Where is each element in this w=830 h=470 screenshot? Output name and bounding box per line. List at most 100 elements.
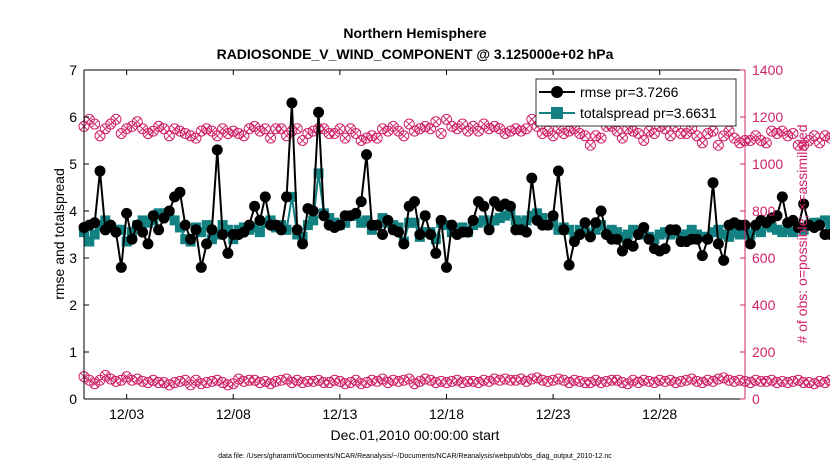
- obs-circle: [131, 373, 143, 385]
- obs-cross-b: [581, 131, 589, 140]
- rmse-point: [579, 217, 591, 229]
- spread-point: [254, 227, 265, 238]
- obs-cross-b: [815, 138, 824, 147]
- obs-cross-b: [261, 377, 270, 386]
- spread-point: [196, 227, 207, 238]
- spread-point: [734, 229, 745, 240]
- spread-point: [510, 215, 521, 226]
- obs-cross-b: [767, 127, 776, 135]
- rmse-point: [206, 224, 218, 236]
- y-left-tick-label: 6: [69, 109, 77, 125]
- obs-circle: [595, 132, 607, 144]
- obs-cross-b: [154, 122, 163, 131]
- obs-circle: [616, 132, 628, 144]
- spread-point: [798, 224, 809, 235]
- obs-circle: [185, 130, 197, 142]
- rmse-point: [462, 226, 474, 238]
- obs-cross-b: [703, 129, 712, 138]
- obs-cross-b: [378, 124, 387, 133]
- rmse-point: [297, 238, 309, 250]
- axes-layer: 12/03 12/08 12/13 12/18 12/23 12/28 0 1 2 3 4 5 6 7 0 2…: [69, 62, 783, 422]
- obs-cross-b: [453, 376, 461, 385]
- obs-point: [110, 113, 122, 125]
- obs-circle: [595, 377, 607, 389]
- obs-circle: [307, 375, 319, 387]
- obs-circle: [824, 374, 830, 386]
- obs-circle: [435, 127, 447, 139]
- obs-circle: [142, 377, 154, 389]
- obs-cross-b: [687, 124, 696, 133]
- obs-circle: [472, 125, 484, 137]
- obs-point: [153, 120, 165, 132]
- obs-cross-b: [336, 377, 344, 386]
- rmse-point: [542, 219, 554, 231]
- obs-point: [648, 127, 660, 139]
- obs-point: [782, 130, 794, 142]
- obs-cross-b: [773, 129, 781, 138]
- obs-cross-b: [186, 131, 195, 140]
- obs-circle: [350, 374, 362, 386]
- obs-circle: [712, 373, 724, 385]
- obs-point: [558, 374, 570, 386]
- obs-cross-b: [517, 127, 525, 135]
- obs-cross-b: [501, 129, 509, 138]
- obs-point: [419, 120, 431, 132]
- x-axis-label: Dec.01,2010 00:00:00 start: [331, 427, 500, 443]
- obs-circle: [382, 377, 394, 389]
- data-file-footer: data file: /Users/gharamti/Documents/NCA…: [218, 453, 612, 460]
- legend-spread-marker: [551, 107, 563, 119]
- spread-point: [819, 215, 830, 226]
- obs-circle: [670, 377, 682, 389]
- obs-cross-b: [410, 127, 419, 135]
- obs-point: [584, 139, 596, 151]
- obs-point: [563, 377, 575, 389]
- obs-circle: [377, 123, 389, 135]
- obs-point: [808, 130, 820, 142]
- obs-point: [222, 127, 234, 139]
- obs-circle: [355, 135, 367, 146]
- obs-cross-b: [575, 129, 584, 138]
- obs-point: [355, 135, 367, 146]
- spread-point: [313, 168, 324, 179]
- obs-circle: [771, 127, 783, 139]
- rmse-point: [243, 219, 255, 231]
- obs-circle: [510, 374, 522, 386]
- rmse-point: [275, 224, 287, 236]
- obs-point: [632, 127, 644, 139]
- obs-cross-b: [698, 138, 707, 147]
- obs-cross-b: [613, 376, 621, 385]
- obs-circle: [755, 135, 767, 146]
- obs-circle: [99, 370, 111, 381]
- x-tick-label: 12/18: [429, 406, 464, 422]
- obs-circle: [760, 137, 772, 149]
- spread-point: [430, 234, 441, 245]
- obs-circle: [126, 374, 138, 386]
- obs-circle: [579, 130, 591, 142]
- obs-cross-b: [213, 131, 222, 140]
- obs-cross-b: [234, 129, 243, 138]
- obs-point: [179, 127, 191, 139]
- obs-point: [147, 374, 159, 386]
- obs-circle: [515, 373, 527, 385]
- y-left-tick-label: 3: [69, 250, 77, 266]
- obs-circle: [424, 123, 436, 135]
- spread-point: [782, 224, 793, 235]
- obs-circle: [526, 373, 538, 385]
- obs-cross-b: [176, 127, 184, 135]
- x-tick-label: 12/08: [216, 406, 251, 422]
- obs-circle: [323, 377, 335, 389]
- obs-cross-b: [378, 375, 387, 383]
- obs-point: [275, 123, 287, 135]
- obs-cross-b: [368, 131, 376, 140]
- obs-circle: [201, 377, 213, 389]
- obs-point: [211, 130, 223, 142]
- obs-cross-b: [629, 376, 637, 385]
- obs-cross-b: [85, 115, 94, 124]
- obs-cross-b: [346, 124, 355, 133]
- rmse-point: [659, 243, 671, 255]
- obs-cross-b: [623, 124, 632, 133]
- obs-cross-b: [687, 375, 696, 383]
- obs-point: [499, 127, 511, 139]
- obs-point: [440, 113, 452, 125]
- spread-point: [777, 227, 788, 238]
